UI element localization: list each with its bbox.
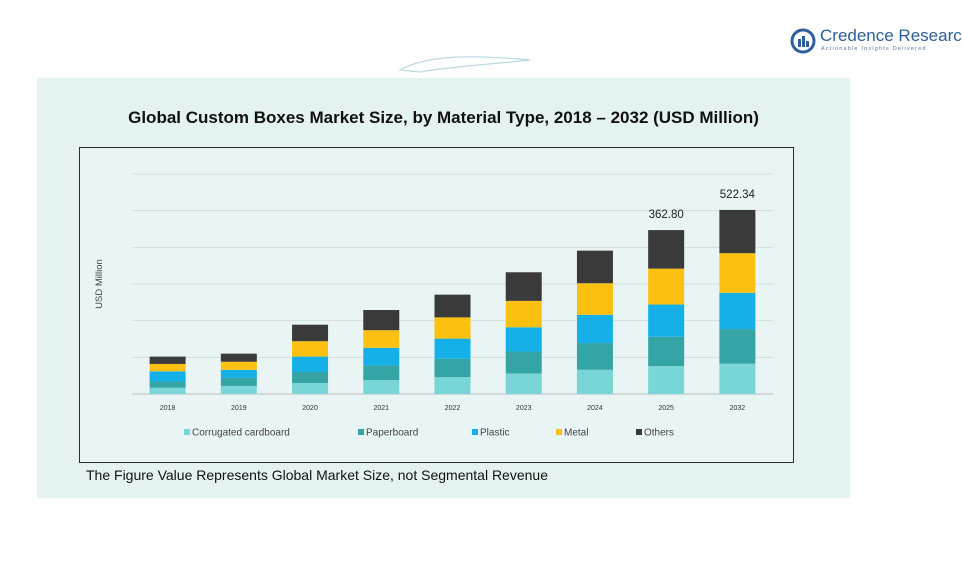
chart-title: Global Custom Boxes Market Size, by Mate… <box>128 108 759 127</box>
bar-segment <box>363 380 400 394</box>
bar-segment <box>363 330 400 348</box>
bar-segment <box>719 253 756 293</box>
brand-tagline: Actionable Insights Delivered <box>821 46 927 52</box>
bar-segment <box>648 268 685 305</box>
legend-item: Plastic <box>480 428 509 439</box>
bar-segment <box>505 300 542 328</box>
legend-swatch <box>636 429 642 435</box>
bar-segment <box>292 341 329 357</box>
brand-name: Credence Research <box>820 26 962 45</box>
data-label: 522.34 <box>720 189 756 201</box>
bar-segment <box>576 343 613 370</box>
bar-segment <box>505 373 542 394</box>
x-tick-label: 2022 <box>445 405 461 412</box>
bar-segment <box>434 338 471 359</box>
x-tick-label: 2032 <box>730 405 746 412</box>
bar-segment <box>719 209 756 254</box>
legend-swatch <box>184 429 190 435</box>
bar-segment <box>648 366 685 394</box>
logo-mark-icon <box>790 28 816 54</box>
chart-panel: Global Custom Boxes Market Size, by Mate… <box>37 78 850 498</box>
stacked-bar-chart: USD Million 2018 2019 2020 2021 2022 2023 2024 2… <box>94 173 773 439</box>
bar-segment <box>292 383 329 394</box>
bar-segment <box>220 385 257 394</box>
bar-segment <box>719 292 756 330</box>
bar-segment <box>220 377 257 386</box>
bar-segment <box>505 272 542 301</box>
brand-logo: Credence Research Actionable Insights De… <box>790 24 962 60</box>
footnote: The Figure Value Represents Global Marke… <box>86 467 548 483</box>
bar-segment <box>648 336 685 367</box>
legend-item: Paperboard <box>366 428 418 439</box>
legend-swatch <box>472 429 478 435</box>
bar-segment <box>576 314 613 344</box>
bar-segment <box>149 381 186 388</box>
x-tick-label: 2024 <box>587 405 603 412</box>
decorative-swoosh <box>398 56 531 73</box>
bar-segment <box>434 358 471 378</box>
bar-segment <box>576 283 613 315</box>
x-tick-label: 2018 <box>160 405 176 412</box>
bar-segment <box>292 372 329 383</box>
bar-segment <box>220 361 257 370</box>
x-tick-label: 2021 <box>373 405 389 412</box>
bar-segment <box>648 230 685 269</box>
bar-segment <box>149 363 186 372</box>
bar-segment <box>648 304 685 337</box>
bar-segment <box>149 387 186 394</box>
x-tick-label: 2020 <box>302 405 318 412</box>
bar-segment <box>220 369 257 378</box>
bar-segment <box>505 351 542 374</box>
bar-segment <box>576 369 613 394</box>
legend-item: Corrugated cardboard <box>192 428 290 439</box>
bar-segment <box>434 294 471 318</box>
data-label: 362.80 <box>649 209 684 221</box>
x-tick-label: 2019 <box>231 405 247 412</box>
y-axis-label: USD Million <box>94 259 105 309</box>
legend-swatch <box>358 429 364 435</box>
legend-swatch <box>556 429 562 435</box>
bar-segment <box>149 371 186 382</box>
bar-segment <box>434 317 471 339</box>
bar-segment <box>363 365 400 381</box>
bar-segment <box>719 363 756 394</box>
legend-item: Others <box>644 428 674 439</box>
bar-segment <box>363 347 400 366</box>
bar-segment <box>220 353 257 362</box>
x-tick-label: 2023 <box>516 405 532 412</box>
legend-item: Metal <box>564 428 588 439</box>
bar-segment <box>719 329 756 364</box>
chart-area: USD Million 2018 2019 2020 2021 2022 2023 2024 2… <box>79 147 794 463</box>
bar-segment <box>576 250 613 284</box>
bar-segment <box>434 377 471 394</box>
bar-segment <box>149 356 186 364</box>
bar-segment <box>505 327 542 352</box>
bar-segment <box>292 324 329 342</box>
bar-segment <box>363 310 400 331</box>
bar-segment <box>292 356 329 372</box>
x-tick-label: 2025 <box>658 405 674 412</box>
